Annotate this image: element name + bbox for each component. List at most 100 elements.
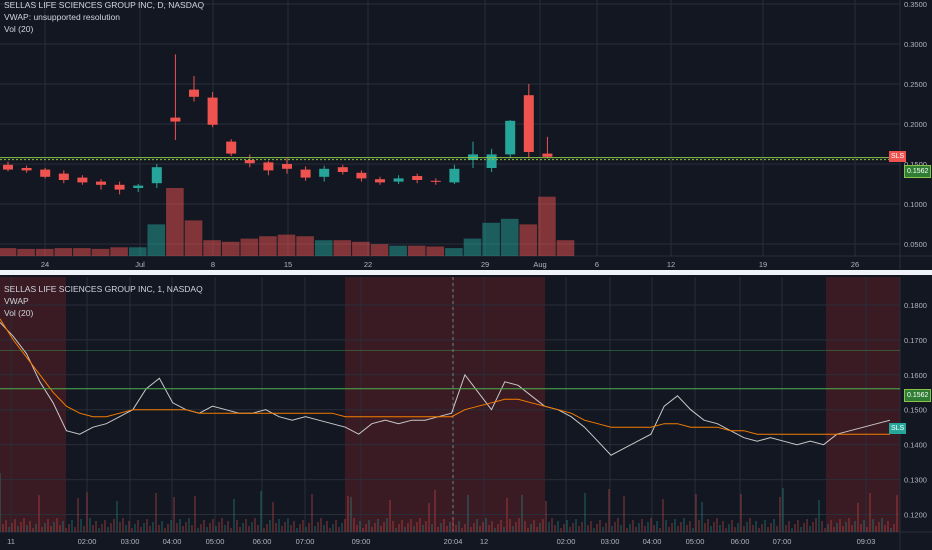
- top-x-tick-label: 24: [41, 260, 49, 269]
- top-candle-body: [21, 168, 32, 171]
- top-volume-bar: [17, 248, 35, 256]
- top-candle-body: [96, 181, 106, 185]
- top-candle-body: [189, 89, 199, 97]
- top-y-tick-label: 0.0500: [904, 240, 927, 249]
- top-y-tick-label: 0.2500: [904, 80, 927, 89]
- top-x-tick-label: 15: [284, 260, 292, 269]
- top-legend-vwap: VWAP: unsupported resolution: [4, 12, 120, 22]
- top-candle-body: [3, 164, 13, 170]
- top-candle-body: [244, 160, 255, 164]
- bottom-x-tick-label: 09:00: [352, 537, 371, 546]
- top-candle-body: [40, 169, 51, 177]
- top-volume-bar: [240, 238, 259, 256]
- bottom-x-tick-label: 04:00: [643, 537, 662, 546]
- top-volume-bar: [54, 248, 73, 256]
- top-x-tick-label: 29: [481, 260, 489, 269]
- top-volume-bar: [166, 188, 184, 256]
- bottom-price-line: [0, 322, 891, 456]
- top-volume-bar: [0, 248, 17, 256]
- bottom-y-tick-label: 0.1200: [904, 511, 927, 520]
- bottom-x-tick-label: 03:00: [601, 537, 620, 546]
- bottom-session-shade: [345, 277, 545, 532]
- top-sls-tag: SLS: [889, 151, 907, 162]
- top-candle-body: [151, 167, 162, 184]
- top-candle-body: [523, 95, 534, 152]
- top-candle-body: [263, 162, 274, 171]
- top-x-tick-label: 19: [759, 260, 767, 269]
- bottom-y-tick-label: 0.1400: [904, 441, 927, 450]
- top-y-tick-label: 0.3000: [904, 40, 927, 49]
- top-candle-body: [486, 154, 497, 168]
- bottom-y-tick-label: 0.1500: [904, 406, 927, 415]
- top-x-tick-label: Aug: [533, 260, 546, 269]
- bottom-vwap-line: [0, 318, 890, 435]
- top-volume-bar: [370, 244, 389, 256]
- bottom-price-tag: 0.1562: [904, 389, 932, 402]
- top-candle-body: [58, 173, 69, 180]
- top-volume-bar: [203, 240, 221, 256]
- top-x-tick-label: 22: [364, 260, 372, 269]
- bottom-legend-vwap: VWAP: [4, 296, 29, 306]
- top-volume-bar: [259, 236, 277, 256]
- top-x-tick-label: 8: [211, 260, 215, 269]
- top-volume-bar: [333, 240, 352, 256]
- top-volume-bar: [184, 220, 203, 256]
- top-candle-body: [319, 168, 330, 177]
- bottom-x-tick-label: 12: [480, 537, 488, 546]
- top-volume-bar: [389, 245, 407, 256]
- top-volume-bar: [500, 218, 519, 256]
- top-candle-body: [207, 97, 218, 125]
- pane-separator[interactable]: [0, 270, 932, 275]
- top-volume-bar: [463, 238, 482, 256]
- bottom-x-tick-label: 02:00: [78, 537, 97, 546]
- top-volume-bar: [407, 245, 426, 256]
- top-x-tick-label: 12: [667, 260, 675, 269]
- top-volume-bar: [314, 240, 333, 256]
- bottom-y-tick-label: 0.1300: [904, 476, 927, 485]
- top-y-tick-label: 0.1500: [904, 160, 927, 169]
- top-y-tick-label: 0.3500: [904, 0, 927, 9]
- top-candle-body: [114, 184, 125, 190]
- top-candle-body: [77, 177, 88, 183]
- top-candle-body: [375, 179, 385, 183]
- top-candle-body: [170, 117, 181, 122]
- top-volume-bar: [147, 224, 166, 256]
- bottom-x-tick-label: 03:00: [121, 537, 140, 546]
- top-y-tick-label: 0.2000: [904, 120, 927, 129]
- top-volume-bar: [221, 241, 240, 256]
- top-candle-body: [337, 167, 348, 172]
- top-candle-body: [412, 176, 423, 180]
- top-candle-body: [430, 180, 441, 182]
- bottom-x-tick-label: 11: [7, 537, 15, 546]
- top-volume-bar: [556, 240, 575, 256]
- top-y-tick-label: 0.1000: [904, 200, 927, 209]
- top-x-tick-label: Jul: [135, 260, 145, 269]
- top-candle-body: [282, 164, 292, 169]
- bottom-y-tick-label: 0.1800: [904, 301, 927, 310]
- top-price-tag: 0.1562: [904, 165, 932, 178]
- top-volume-bar: [352, 241, 370, 256]
- top-candle-body: [542, 153, 553, 157]
- top-volume-bar: [296, 236, 314, 256]
- top-legend-title: SELLAS LIFE SCIENCES GROUP INC, D, NASDA…: [4, 0, 205, 10]
- top-candle-body: [356, 172, 367, 179]
- bottom-x-tick-label: 05:00: [686, 537, 705, 546]
- bottom-x-tick-label: 04:00: [163, 537, 182, 546]
- bottom-x-tick-label: 20:04: [444, 537, 463, 546]
- bottom-x-tick-label: 05:00: [206, 537, 225, 546]
- top-volume-bar: [426, 246, 445, 256]
- top-volume-bar: [128, 247, 147, 256]
- top-volume-bar: [110, 247, 128, 256]
- top-candle-body: [393, 178, 404, 182]
- top-candle-body: [449, 168, 460, 183]
- bottom-x-tick-label: 06:00: [253, 537, 272, 546]
- top-volume-bar: [73, 248, 91, 256]
- top-legend-vol: Vol (20): [4, 24, 34, 34]
- bottom-legend: SELLAS LIFE SCIENCES GROUP INC, 1, NASDA…: [4, 283, 203, 319]
- top-x-tick-label: 6: [595, 260, 599, 269]
- bottom-y-tick-label: 0.1700: [904, 336, 927, 345]
- bottom-legend-title: SELLAS LIFE SCIENCES GROUP INC, 1, NASDA…: [4, 284, 203, 294]
- bottom-sls-tag: SLS: [889, 423, 907, 434]
- top-candle-body: [226, 141, 237, 154]
